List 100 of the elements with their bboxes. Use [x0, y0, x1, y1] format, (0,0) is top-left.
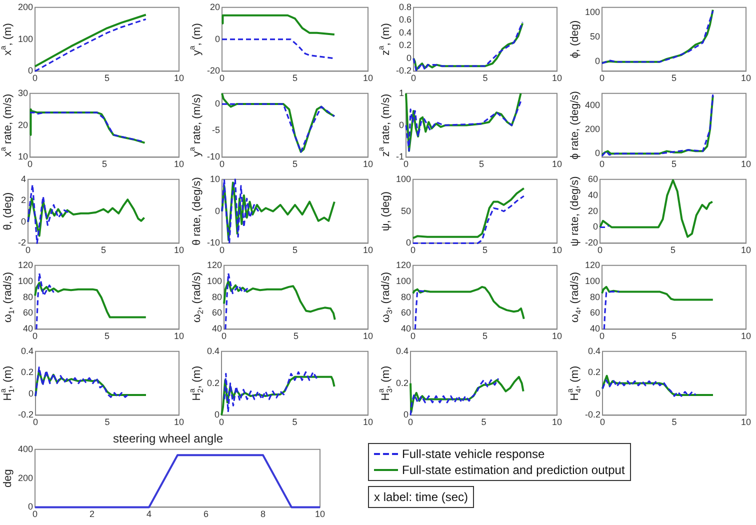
y-tick-label: 0 — [28, 66, 34, 76]
line-series — [410, 378, 500, 416]
x-tick-label: 5 — [670, 245, 676, 256]
x-tick-label: 10 — [552, 159, 562, 170]
y-tick-label: -10 — [206, 152, 220, 162]
y-axis-title: ϕ, (deg) — [569, 20, 582, 58]
y-tick-label: 0 — [214, 410, 220, 420]
y-tick-label: 60 — [401, 308, 412, 318]
y-tick-label: 0.8 — [398, 2, 412, 12]
line-series — [34, 366, 130, 398]
x-tick-label: 5 — [292, 417, 298, 428]
y-tick-label: -2 — [18, 238, 26, 248]
y-axis-title: ψ, (deg) — [380, 191, 392, 232]
line-series — [221, 103, 336, 153]
x-tick-label: 10 — [552, 73, 562, 84]
y-tick-label: -1 — [396, 152, 404, 162]
y-tick-label: -0.2 — [396, 66, 412, 76]
line-series — [412, 195, 525, 244]
x-tick-label: 10 — [740, 73, 752, 84]
x-tick-label: 10 — [362, 245, 374, 256]
x-tick-label: 5 — [102, 159, 108, 170]
y-tick-label: -5 — [212, 125, 220, 136]
x-tick-label: 5 — [672, 331, 677, 342]
y-tick-label: 0 — [403, 410, 409, 420]
y-tick-label: 0.2 — [398, 40, 412, 50]
y-tick-label: 200 — [18, 2, 34, 12]
line-series — [224, 272, 250, 330]
x-tick-label: 5 — [672, 159, 677, 170]
x-tick-label: 5 — [292, 245, 298, 256]
x-tick-label: 10 — [174, 73, 184, 84]
y-tick-label: 0.4 — [20, 346, 34, 356]
y-tick-label: 0 — [595, 388, 601, 398]
y-axis-title: θ, (deg) — [2, 192, 14, 230]
y-tick-label: 100 — [396, 276, 412, 286]
y-tick-label: 0 — [214, 98, 220, 109]
y-tick-label: -0.2 — [584, 410, 601, 420]
chart-title: steering wheel angle — [112, 432, 224, 446]
y-tick-label: 20 — [210, 2, 220, 12]
line-series — [603, 290, 620, 330]
y-tick-label: 80 — [212, 292, 222, 302]
y-tick-label: 40 — [588, 190, 598, 200]
y-tick-label: 10 — [210, 174, 220, 184]
x-tick-label: 5 — [292, 73, 298, 84]
y-axis-title: ϕ rate, (deg/s) — [569, 91, 582, 160]
y-tick-label: 0.4 — [206, 346, 220, 356]
x-tick-label: 10 — [314, 509, 326, 520]
y-tick-label: 40 — [590, 324, 600, 334]
line-series — [221, 178, 260, 244]
y-tick-label: 200 — [584, 124, 600, 134]
y-tick-label: 20 — [588, 206, 598, 216]
y-tick-label: 50 — [401, 206, 412, 216]
legend-label: Full-state vehicle response — [402, 447, 545, 461]
y-tick-label: 80 — [590, 292, 600, 302]
y-tick-label: 100 — [206, 276, 222, 286]
y-tick-label: 40 — [212, 324, 222, 334]
y-tick-label: 80 — [401, 292, 412, 302]
y-tick-label: 120 — [584, 260, 600, 270]
x-tick-label: 5 — [672, 417, 677, 428]
y-tick-label: 0 — [406, 238, 412, 248]
x-tick-label: 5 — [482, 245, 488, 256]
y-tick-label: 0.4 — [588, 346, 601, 356]
x-tick-label: 5 — [100, 245, 106, 256]
line-series — [602, 379, 697, 397]
y-tick-label: 50 — [590, 31, 600, 42]
y-tick-label: 0.4 — [396, 346, 409, 356]
y-tick-label: 0 — [595, 56, 600, 66]
x-tick-label: 5 — [482, 73, 488, 84]
y-tick-label: 20 — [18, 120, 28, 130]
x-tick-label: 10 — [362, 159, 374, 170]
x-tick-label: 8 — [260, 509, 266, 520]
line-series — [36, 272, 55, 330]
y-tick-label: 0 — [592, 222, 598, 232]
x-tick-label: 5 — [104, 73, 110, 84]
x-tick-label: 10 — [362, 331, 374, 342]
y-tick-label: 60 — [588, 174, 598, 184]
y-tick-label: 40 — [401, 324, 412, 334]
y-tick-label: 2 — [20, 195, 26, 206]
line-series — [27, 184, 72, 244]
x-tick-label: 5 — [478, 159, 484, 170]
y-tick-label: 0 — [28, 502, 34, 512]
y-tick-label: 400 — [584, 100, 600, 110]
x-tick-label: 5 — [482, 331, 488, 342]
line-series — [221, 38, 336, 60]
y-tick-label: 0.2 — [20, 367, 34, 378]
y-tick-label: 100 — [18, 276, 34, 286]
y-tick-label: 120 — [206, 260, 222, 270]
y-tick-label: 100 — [584, 276, 600, 286]
x-tick-label: 4 — [146, 509, 152, 520]
x-tick-label: 5 — [672, 73, 677, 84]
y-tick-label: 80 — [23, 292, 34, 302]
x-tick-label: 10 — [174, 159, 184, 170]
x-tick-label: 5 — [104, 417, 110, 428]
y-axis-title: ψ rate, (deg/s) — [569, 176, 582, 246]
x-tick-label: 10 — [174, 331, 184, 342]
y-tick-label: 0.2 — [396, 378, 409, 388]
line-series — [224, 371, 318, 413]
y-tick-label: 0.4 — [398, 27, 412, 38]
x-tick-label: 2 — [90, 509, 95, 520]
x-tick-label: 5 — [294, 331, 299, 342]
y-tick-label: 120 — [396, 260, 412, 270]
